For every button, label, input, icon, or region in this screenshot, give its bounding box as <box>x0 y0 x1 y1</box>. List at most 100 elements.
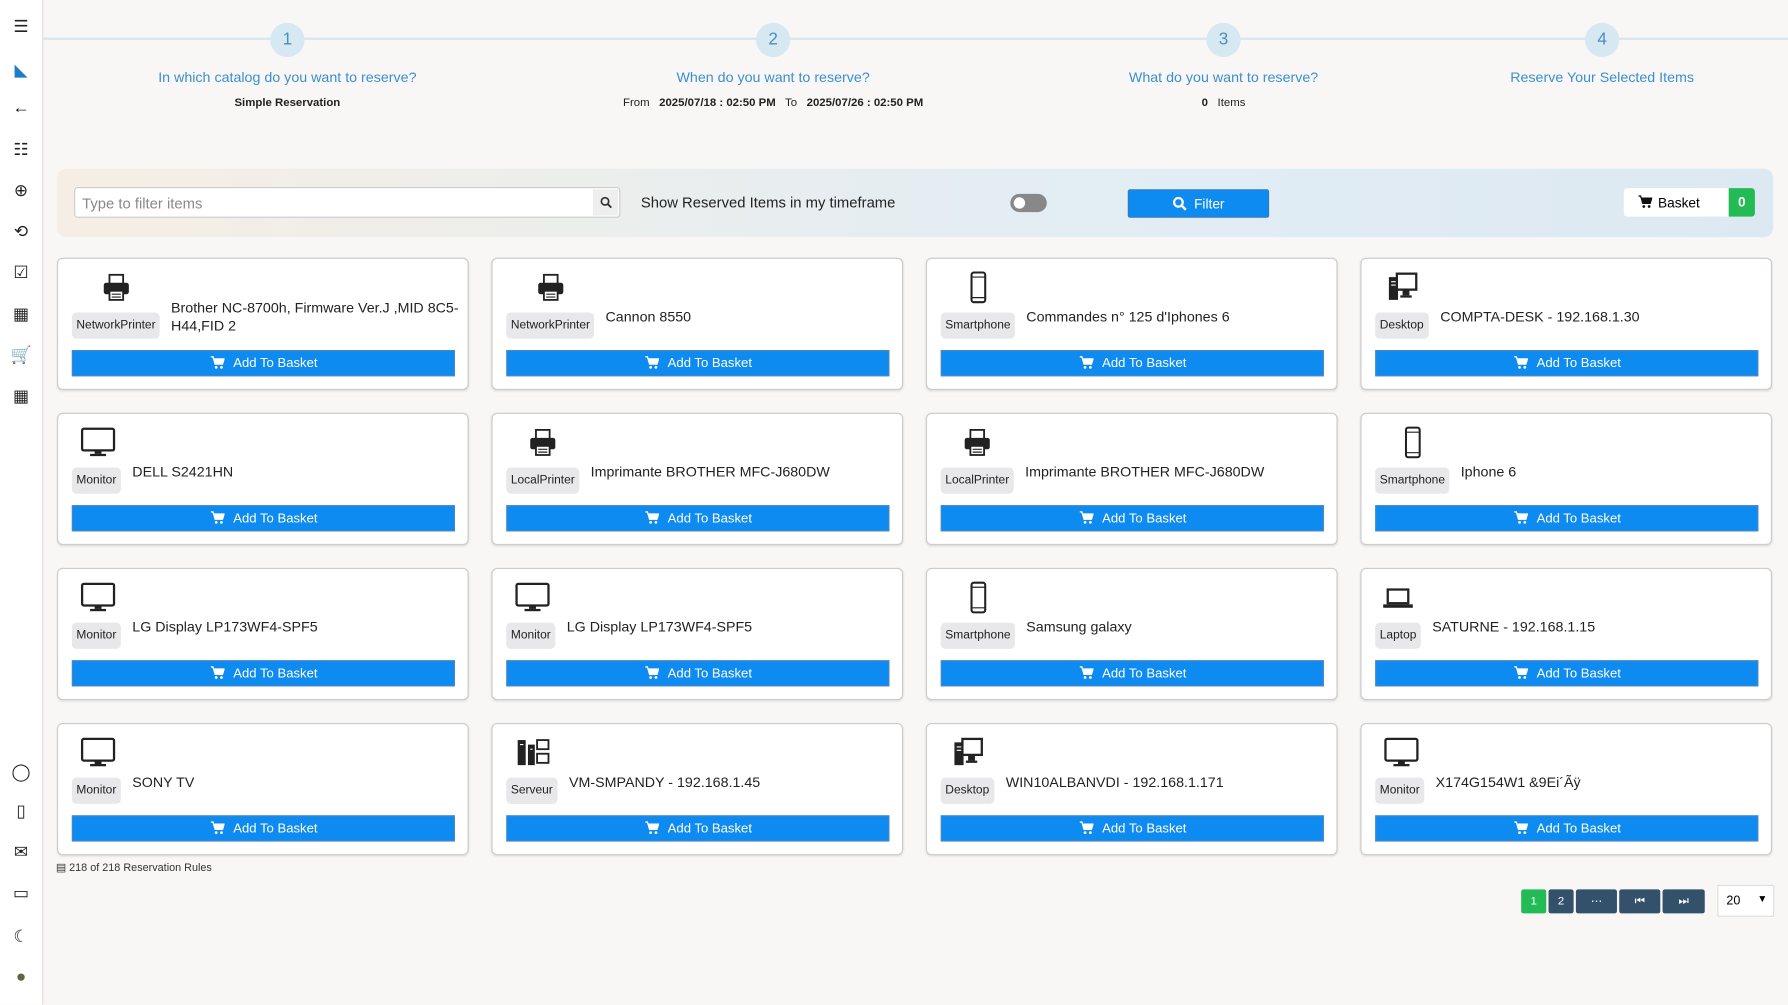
item-type-badge: Smartphone <box>940 312 1016 339</box>
item-type-badge: Smartphone <box>940 622 1016 649</box>
item-card: LocalPrinter Imprimante BROTHER MFC-J680D… <box>491 412 904 546</box>
item-type-badge: Monitor <box>71 622 121 649</box>
basket-count-badge: 0 <box>1728 188 1755 217</box>
stepper-line <box>43 37 1788 40</box>
catalog-value: Simple Reservation <box>234 96 341 110</box>
add-icon[interactable]: ⊕ <box>13 180 29 201</box>
add-to-basket-button[interactable]: Add To Basket <box>506 815 890 842</box>
add-to-basket-button[interactable]: Add To Basket <box>506 660 890 687</box>
back-icon[interactable]: ← <box>12 98 30 118</box>
printer-icon <box>526 425 560 459</box>
last-page-button[interactable]: ⏭ <box>1662 889 1705 914</box>
cart-icon <box>644 819 659 837</box>
show-reserved-toggle[interactable] <box>1010 193 1047 213</box>
qr-code-icon[interactable]: ▦ <box>13 303 30 324</box>
previous-page-button[interactable]: ⏮ <box>1619 889 1661 914</box>
item-title: Imprimante BROTHER MFC-J680DW <box>590 464 830 481</box>
menu-icon[interactable]: ☰ <box>13 16 29 36</box>
page-button[interactable]: 2 <box>1548 889 1574 914</box>
dark-mode-icon[interactable]: ☾ <box>13 926 29 946</box>
add-to-basket-button[interactable]: Add To Basket <box>940 350 1324 377</box>
step-items[interactable]: 3 What do you want to reserve? 0 Items <box>1030 22 1418 109</box>
add-to-basket-button[interactable]: Add To Basket <box>940 505 1324 532</box>
cart-icon <box>209 664 225 682</box>
search-icon[interactable] <box>592 189 619 216</box>
smartphone-icon <box>961 270 995 304</box>
item-card: Smartphone Commandes n° 125 d'Iphones 6 Ad… <box>925 257 1338 390</box>
step-reserve[interactable]: 4 Reserve Your Selected Items <box>1408 22 1788 86</box>
logo-icon[interactable]: ◣ <box>14 59 28 80</box>
step-catalog[interactable]: 1 In which catalog do you want to reserv… <box>94 22 482 110</box>
add-to-basket-button[interactable]: Add To Basket <box>71 815 455 842</box>
add-to-basket-button[interactable]: Add To Basket <box>71 505 455 532</box>
monitor-icon <box>79 735 115 769</box>
page-button[interactable]: 1 <box>1521 889 1547 914</box>
add-to-basket-button[interactable]: Add To Basket <box>506 350 890 377</box>
item-card: Smartphone Samsung galaxy Add To Basket <box>925 567 1338 701</box>
chat-icon[interactable]: ◯ <box>11 762 31 782</box>
filter-button[interactable]: Filter <box>1127 189 1270 218</box>
add-to-basket-button[interactable]: Add To Basket <box>1375 815 1759 842</box>
add-to-basket-label: Add To Basket <box>1536 356 1621 371</box>
add-to-basket-button[interactable]: Add To Basket <box>1375 660 1759 687</box>
item-title: Iphone 6 <box>1460 464 1517 481</box>
add-to-basket-button[interactable]: Add To Basket <box>71 350 455 377</box>
comments-icon[interactable]: ▭ <box>13 883 30 903</box>
to-label: To <box>785 96 798 110</box>
step-question[interactable]: What do you want to reserve? <box>1128 69 1319 86</box>
add-to-basket-label: Add To Basket <box>1102 511 1187 526</box>
filter-input[interactable] <box>79 189 587 218</box>
add-to-basket-label: Add To Basket <box>1536 821 1621 836</box>
item-type-badge: Monitor <box>71 467 121 494</box>
item-card: Monitor LG Display LP173WF4-SPF5 Add To Ba… <box>491 567 904 701</box>
item-title: Imprimante BROTHER MFC-J680DW <box>1025 464 1265 481</box>
item-card: Monitor X174G154W1 &9Ei´Ãÿ Add To Basket <box>1360 722 1773 856</box>
add-to-basket-button[interactable]: Add To Basket <box>940 815 1324 842</box>
add-to-basket-label: Add To Basket <box>667 821 752 836</box>
mail-icon[interactable]: ✉ <box>13 842 29 862</box>
basket-button[interactable]: Basket 0 <box>1623 188 1755 217</box>
step-number: 1 <box>270 22 305 58</box>
book-icon[interactable]: ▯ <box>16 801 26 821</box>
item-title: Brother NC-8700h, Firmware Ver.J ,MID 8C… <box>171 299 459 335</box>
more-pages-button[interactable]: ⋯ <box>1575 889 1617 914</box>
add-to-basket-label: Add To Basket <box>1102 356 1187 371</box>
add-to-basket-button[interactable]: Add To Basket <box>506 505 890 532</box>
cart-icon[interactable]: 🛒 <box>10 344 32 365</box>
item-type-badge: Monitor <box>71 777 121 804</box>
add-to-basket-label: Add To Basket <box>233 821 318 836</box>
add-to-basket-button[interactable]: Add To Basket <box>1375 505 1759 532</box>
item-title: VM-SMPANDY - 192.168.1.45 <box>569 774 761 791</box>
sync-icon[interactable]: ⟲ <box>13 221 29 242</box>
item-card: Desktop WIN10ALBANVDI - 192.168.1.171 Add … <box>925 722 1338 856</box>
step-question[interactable]: When do you want to reserve? <box>676 69 870 86</box>
add-to-basket-label: Add To Basket <box>1536 666 1621 681</box>
basket-label: Basket <box>1657 194 1700 211</box>
filter-bar: Show Reserved Items in my timeframe Filt… <box>57 168 1774 238</box>
page-size-select[interactable]: 20 ▼ <box>1717 884 1775 917</box>
add-to-basket-button[interactable]: Add To Basket <box>71 660 455 687</box>
step-dates[interactable]: 2 When do you want to reserve? From 2025… <box>579 22 967 110</box>
item-type-badge: LocalPrinter <box>940 467 1014 494</box>
search-icon <box>1173 196 1187 211</box>
add-to-basket-button[interactable]: Add To Basket <box>1375 350 1759 377</box>
cart-icon <box>1078 819 1094 837</box>
item-card: Smartphone Iphone 6 Add To Basket <box>1360 412 1773 546</box>
item-type-badge: NetworkPrinter <box>71 312 161 339</box>
catalog-icon[interactable]: ☷ <box>13 139 29 160</box>
cart-icon <box>1513 354 1528 372</box>
item-type-badge: Desktop <box>940 777 994 804</box>
item-type-badge: Monitor <box>1375 777 1425 804</box>
item-type-badge: Desktop <box>1375 312 1429 339</box>
sidebar: ☰ ◣ ← ☷ ⊕ ⟲ ☑ ▦ 🛒 ▦ ◯ ▯ ✉ ▭ ☾ ● <box>0 0 44 1005</box>
add-to-basket-button[interactable]: Add To Basket <box>940 660 1324 687</box>
avatar[interactable]: ● <box>15 966 27 987</box>
cart-icon <box>1078 664 1094 682</box>
item-type-badge: LocalPrinter <box>506 467 580 494</box>
step-question[interactable]: In which catalog do you want to reserve? <box>158 69 417 86</box>
cart-icon <box>209 819 225 837</box>
results-count-text: 218 of 218 Reservation Rules <box>69 862 212 875</box>
checklist-icon[interactable]: ☑ <box>13 262 29 283</box>
grid-icon[interactable]: ▦ <box>13 385 30 406</box>
step-question[interactable]: Reserve Your Selected Items <box>1510 69 1695 86</box>
